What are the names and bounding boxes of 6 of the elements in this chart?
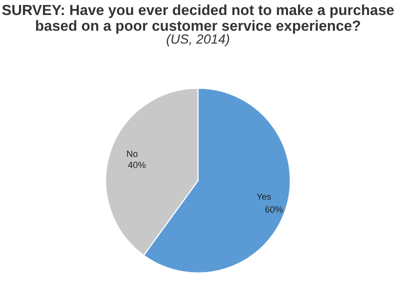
slice-label: Yes: [256, 193, 271, 200]
chart-title: SURVEY: Have you ever decided not to make a purchase based on a poor customer service experience?: [2, 4, 394, 34]
data-label: 40%: [128, 162, 146, 168]
slice-label: No: [127, 150, 138, 157]
chart-subtitle: (US, 2014): [166, 34, 230, 46]
data-label: 60%: [265, 206, 283, 213]
